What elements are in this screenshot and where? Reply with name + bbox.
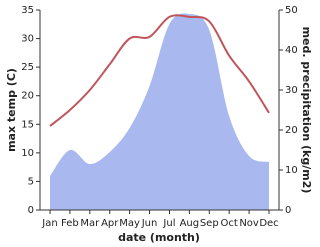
x-tick-label: Mar (80, 218, 100, 229)
x-tick-label: Apr (101, 218, 119, 229)
x-tick-label: Aug (180, 218, 200, 229)
y-tick-label: 35 (21, 5, 34, 16)
y2-tick-label: 10 (285, 165, 298, 176)
x-tick-label: Feb (61, 218, 79, 229)
y-tick-label: 30 (21, 34, 34, 45)
y-axis-label: max temp (C) (5, 68, 18, 152)
x-axis-label: date (month) (118, 231, 200, 244)
y2-tick-label: 0 (285, 205, 291, 216)
x-tick-label: Jun (141, 218, 158, 229)
y-tick-label: 15 (21, 119, 34, 130)
y2-tick-label: 30 (285, 85, 298, 96)
x-tick-label: Jul (162, 218, 175, 229)
y-tick-label: 5 (28, 176, 34, 187)
y2-tick-label: 40 (285, 45, 298, 56)
y-tick-label: 10 (21, 148, 34, 159)
y2-tick-label: 20 (285, 125, 298, 136)
y-tick-label: 0 (28, 205, 34, 216)
y2-axis-label: med. precipitation (kg/m2) (300, 27, 313, 194)
x-tick-label: Sep (200, 218, 219, 229)
y2-tick-label: 50 (285, 5, 298, 16)
x-tick-label: Nov (239, 218, 259, 229)
x-tick-label: Dec (259, 218, 278, 229)
x-tick-label: Jan (41, 218, 57, 229)
y-tick-label: 20 (21, 91, 34, 102)
temp-line (49, 14, 270, 127)
x-tick-label: Oct (221, 218, 238, 229)
precip-area (50, 13, 269, 211)
y-tick-label: 25 (21, 62, 34, 73)
x-tick-label: May (119, 218, 140, 229)
